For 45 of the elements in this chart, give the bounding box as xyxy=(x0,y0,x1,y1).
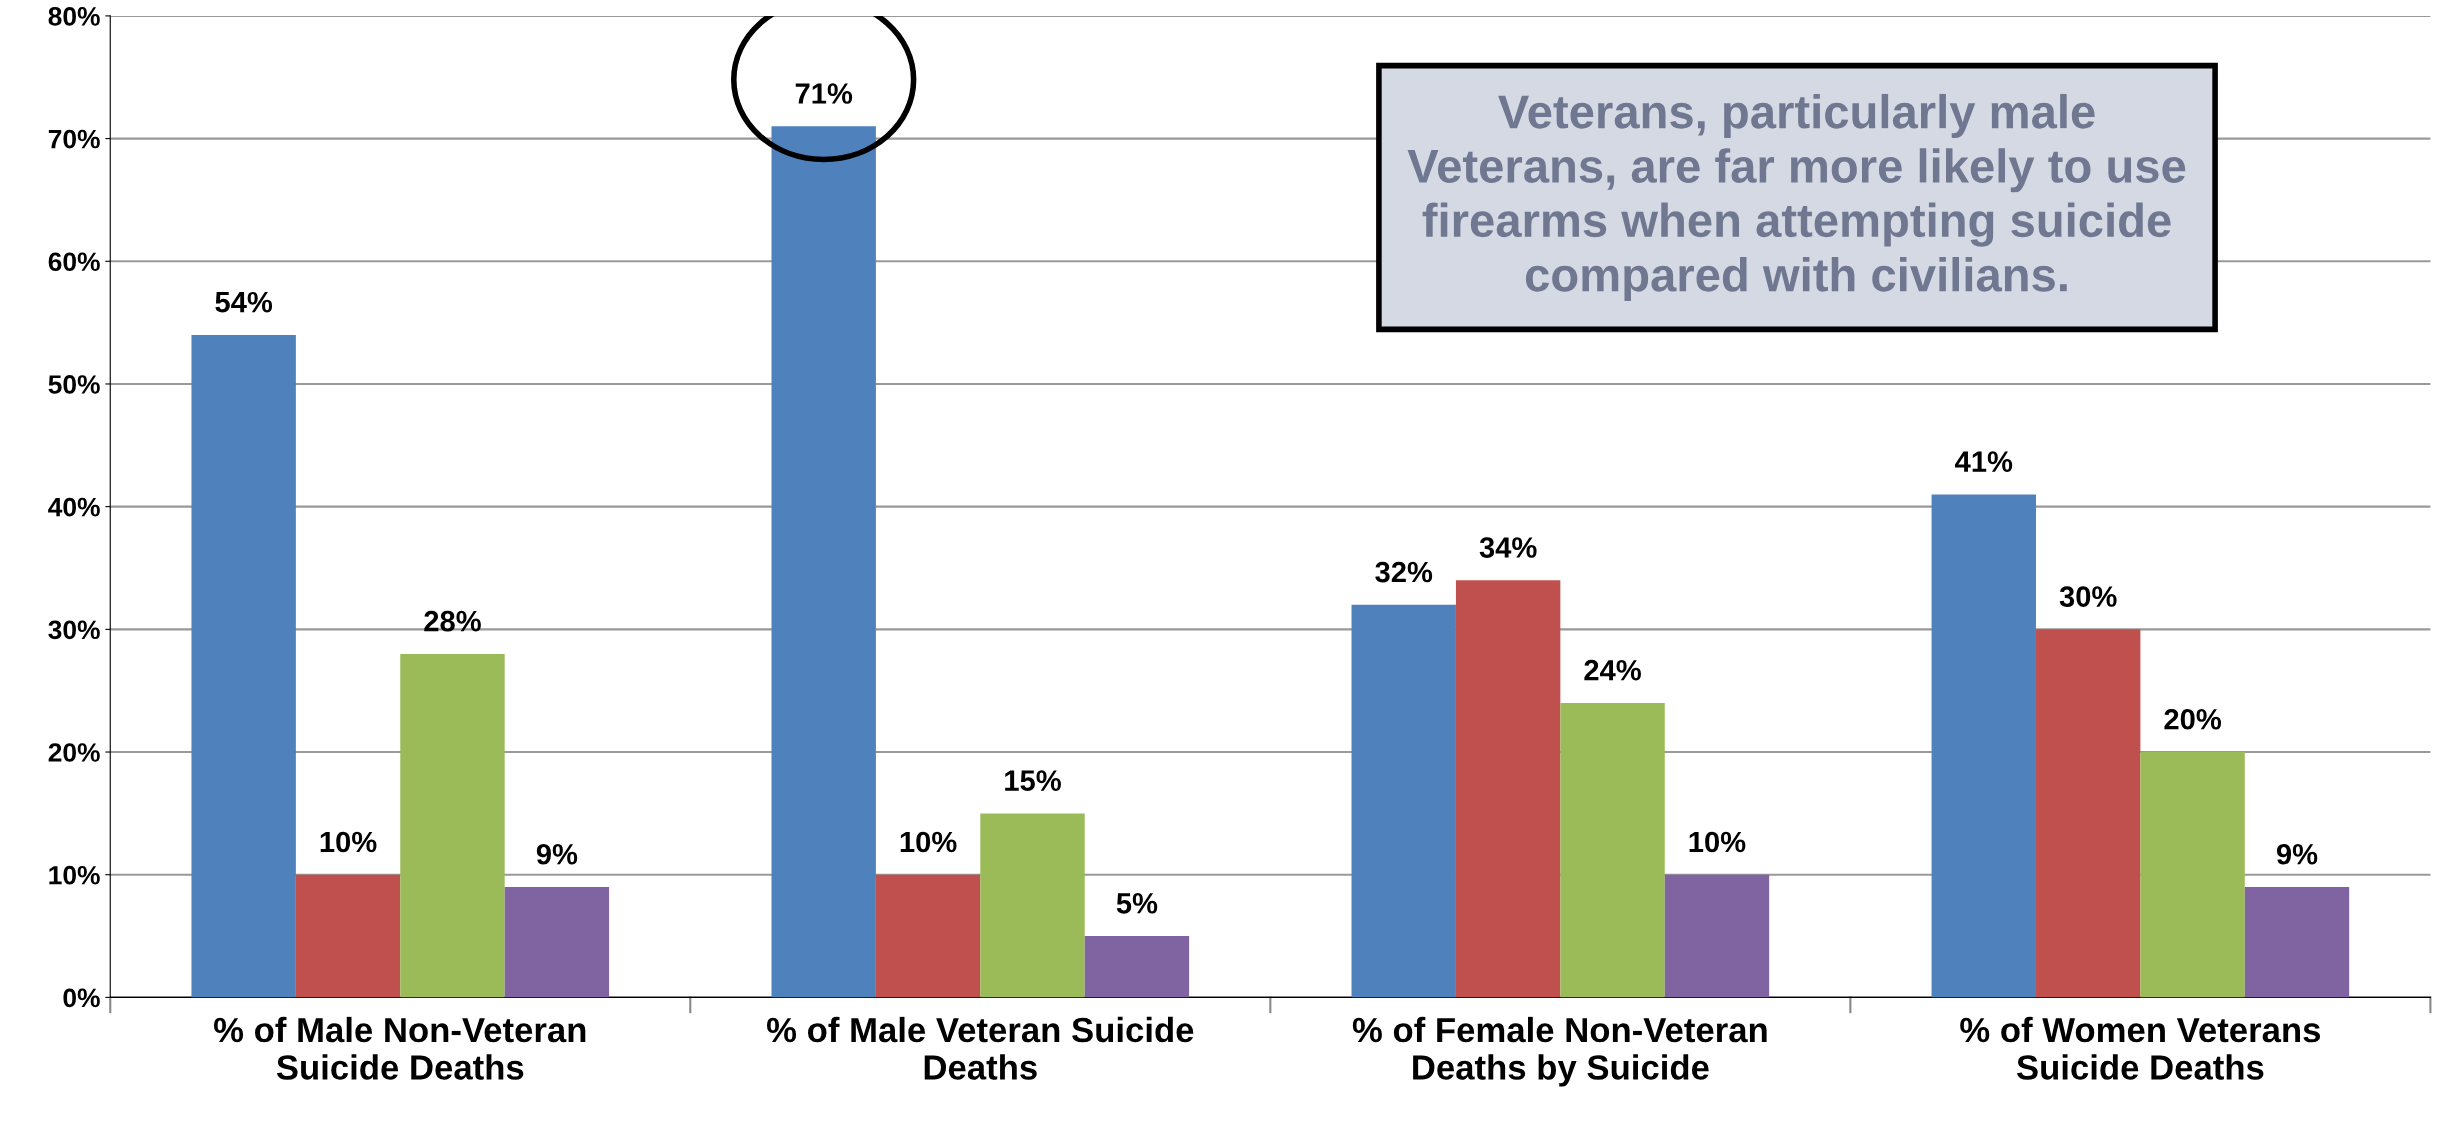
bar xyxy=(400,653,505,998)
y-tick-label: 40% xyxy=(48,497,100,517)
data-label: 32% xyxy=(1375,561,1433,583)
data-label: 5% xyxy=(1116,893,1158,914)
bar xyxy=(191,334,296,998)
data-label: 10% xyxy=(1689,831,1746,853)
x-tick-label: % of Male Veteran Suicide Deaths xyxy=(766,1016,1194,1080)
data-label: 10% xyxy=(900,831,957,853)
data-label: 54% xyxy=(215,291,273,313)
data-label: 28% xyxy=(424,610,481,632)
bar xyxy=(1560,702,1665,998)
x-tick-label: % of Female Non-Veteran Deaths by Suicide xyxy=(1352,1016,1767,1087)
bar xyxy=(295,874,401,998)
y-tick-label: 20% xyxy=(48,743,100,762)
data-label: 15% xyxy=(1005,770,1061,791)
bar xyxy=(1084,936,1190,998)
data-label: 30% xyxy=(2059,586,2117,607)
data-label: 9% xyxy=(2276,843,2318,865)
bar xyxy=(980,813,1085,998)
bar xyxy=(2140,752,2245,998)
y-tick-label: 80% xyxy=(48,7,100,26)
bar xyxy=(1351,604,1456,998)
data-label: 41% xyxy=(1955,451,2013,472)
x-tick-label: % of Male Non-Veteran Suicide Deaths xyxy=(213,1016,586,1080)
y-tick-label: 0% xyxy=(63,988,100,1008)
bar xyxy=(504,886,610,998)
y-tick-label: 70% xyxy=(48,129,100,149)
data-label: 24% xyxy=(1584,659,1641,681)
data-label: 34% xyxy=(1479,537,1537,558)
annotation: Veterans, particularly male Veterans, are far more likely to use firearms when attempting suicide compared with civilians. xyxy=(1407,93,2186,302)
data-label: 20% xyxy=(2164,708,2221,730)
data-label: 10% xyxy=(320,831,377,853)
x-tick-label: % of Women Veterans Suicide Deaths xyxy=(1960,1016,2321,1080)
bar xyxy=(875,874,981,998)
y-tick-label: 50% xyxy=(48,375,100,394)
data-label: 9% xyxy=(536,843,578,865)
bar xyxy=(2244,886,2350,998)
y-tick-label: 10% xyxy=(49,865,100,885)
bar xyxy=(2035,629,2141,998)
y-tick-label: 60% xyxy=(48,252,100,272)
bar xyxy=(1931,494,2036,998)
bar xyxy=(1455,580,1561,998)
bar xyxy=(1664,874,1770,998)
data-label: 71% xyxy=(795,83,853,104)
y-tick-label: 30% xyxy=(48,620,100,640)
